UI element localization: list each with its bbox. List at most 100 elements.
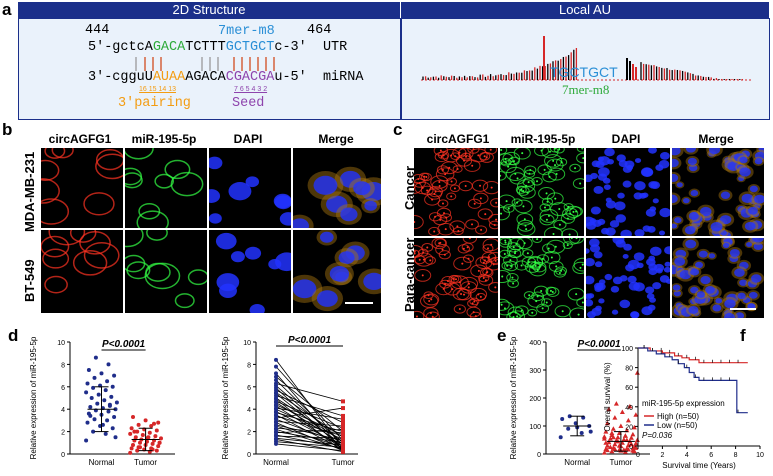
puncta-shape [421,274,424,277]
b-tile-r0-blue-image [209,156,291,226]
nucleus-shape [627,275,637,284]
cell-shape [83,192,115,216]
puncta-shape [501,275,504,278]
cell-shape [555,157,568,167]
data-point [95,401,100,406]
data-point [628,435,634,440]
nucleus-shape [720,230,727,236]
data-point [609,448,615,454]
nucleus-shape [620,229,632,236]
y-tick-label: 20 [625,424,633,431]
cell-shape [414,310,425,318]
pair-line [275,411,344,447]
data-point [630,431,636,437]
b-tile-r1-red [41,230,123,313]
puncta-shape [535,300,538,303]
cell-shape [542,171,557,183]
puncta-shape [493,223,496,226]
cell-shape [48,230,86,246]
cell-shape [502,151,521,166]
puncta-shape [438,242,441,245]
puncta-shape [528,172,531,175]
b-col-dapi: DAPI [233,132,263,146]
pair-line [275,395,344,417]
nucleus-shape [316,290,338,307]
au-sequence: TGCTGCT [550,64,618,80]
puncta-shape [485,271,488,274]
y-tick-label: 40 [625,405,633,412]
b-scale-bar [345,302,373,304]
cell-shape [548,260,564,272]
cell-shape [434,238,447,248]
y-axis-label: Overall survival (%) [603,362,612,432]
data-point [610,434,616,440]
x-tick-label: Tumor [332,458,355,467]
nucleus-shape [595,160,605,169]
cell-shape [477,208,493,220]
nucleus-shape [610,285,620,293]
cell-shape [467,299,479,308]
nucleus-shape [604,148,615,157]
data-point [634,370,640,375]
pairing-label: 3'pairing [118,96,191,111]
b-tile-r0-green-image [125,148,204,228]
cell-shape [453,256,472,271]
x-tick-label: 4 [685,452,689,459]
puncta-shape [513,252,516,255]
nucleus-shape [633,252,645,261]
nucleus-shape [674,257,686,266]
y-tick-label: 80 [625,366,633,373]
cell-shape [425,311,440,318]
panel-label-f: f [740,326,746,345]
cell-shape [44,148,66,159]
base-pair-lines [135,57,275,71]
b-tile-r0-red [41,148,123,228]
c-col-dapi: DAPI [611,132,641,146]
pair-line [275,421,344,427]
y-tick-label: 200 [529,396,541,403]
data-point [138,440,142,445]
nucleus-shape [672,223,678,229]
cell-shape [563,203,574,211]
nucleus-shape [230,251,245,263]
y-tick-label: 8 [61,362,65,369]
puncta-shape [516,177,519,180]
nucleus-shape [672,148,681,156]
data-point [114,400,119,405]
b-row-mda: MDA-MB-231 [22,151,37,232]
cell-shape [471,179,489,192]
cell-shape [44,275,68,294]
nucleus-shape [710,222,723,232]
puncta-shape [503,253,506,256]
pair-line [275,441,344,448]
nucleus-shape [652,282,662,290]
nucleus-shape [364,200,377,211]
nucleus-shape [623,243,632,251]
puncta-shape [414,186,416,189]
puncta-shape [522,205,525,208]
y-tick-label: 0 [629,444,633,451]
nucleus-shape [737,292,746,300]
data-point [619,409,625,414]
cell-shape [435,282,452,296]
x-tick-label: Tumor [609,458,632,467]
puncta-shape [541,307,544,310]
pair-line [275,412,344,432]
cell-shape [164,159,191,180]
p-value-label: P<0.0001 [102,339,146,350]
nucleus-shape [340,207,358,222]
nucleus-shape [690,190,699,197]
puncta-shape [414,252,416,255]
x-tick-label: Normal [263,458,289,467]
nucleus-shape [590,206,601,215]
puncta-shape [500,174,502,177]
cell-shape [433,148,449,156]
puncta-shape [484,279,487,282]
cell-shape [440,213,452,222]
puncta-shape [581,148,584,150]
puncta-shape [492,263,495,266]
data-point [624,427,630,433]
utr-green: GACA [152,40,186,55]
data-point [579,431,584,435]
